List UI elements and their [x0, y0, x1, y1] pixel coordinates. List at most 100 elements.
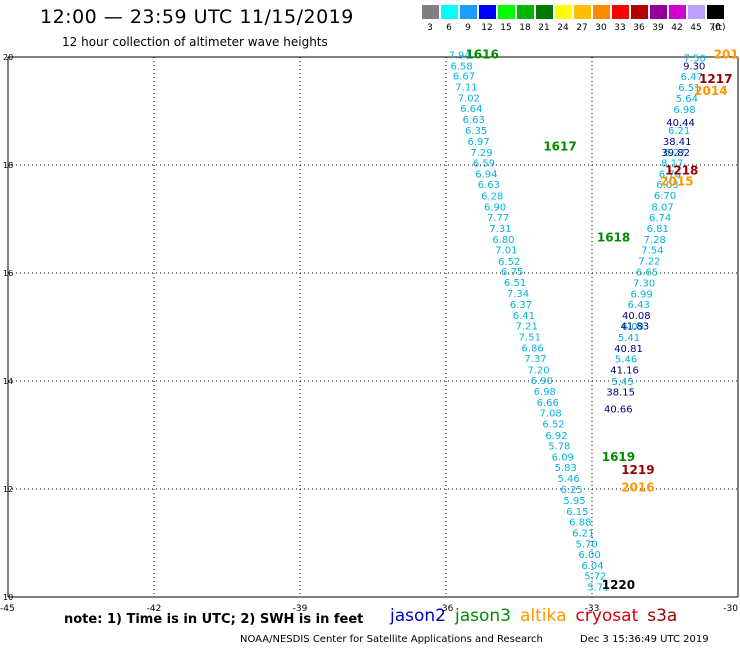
color-scale-swatch	[612, 5, 629, 19]
color-scale-swatch	[422, 5, 439, 19]
data-label-jason3: 6.80	[492, 235, 514, 246]
data-label-jason3: 7.11	[455, 82, 477, 93]
data-label-jason3: 5.71	[587, 583, 609, 594]
data-label-jason3: 7.08	[540, 409, 562, 420]
data-label-jason3: 6.09	[552, 452, 574, 463]
data-marks: 7.946.586.677.117.026.646.636.356.977.29…	[448, 51, 705, 594]
color-scale-swatch	[574, 5, 591, 19]
color-scale-label: 39	[652, 23, 664, 33]
data-label-jason3: 5.83	[555, 463, 577, 474]
data-label-cryosat: 40.44	[666, 118, 695, 129]
data-label-altika: 7.54	[641, 246, 663, 257]
data-label-altika: 5.41	[618, 333, 640, 344]
data-label-jason3: 7.94	[448, 51, 470, 62]
data-label-jason3: 6.41	[513, 311, 535, 322]
track-time-label: 201	[714, 48, 739, 62]
data-label-altika: 6.43	[628, 300, 650, 311]
color-scale-swatch	[460, 5, 477, 19]
x-tick-label: -42	[147, 604, 162, 614]
data-label-cryosat: 40.66	[604, 404, 633, 415]
data-label-altika: 8.17	[661, 159, 683, 170]
color-scale-label: 9	[465, 23, 471, 33]
y-tick-label: 16	[3, 269, 13, 278]
track-time-label: 2014	[694, 84, 727, 98]
data-label-jason3: 6.63	[478, 180, 500, 191]
data-label-jason3: 5.70	[576, 539, 598, 550]
data-label-cryosat: 38.41	[663, 137, 692, 148]
y-tick-label: 10	[3, 593, 13, 602]
footer-credit: NOAA/NESDIS Center for Satellite Applica…	[240, 634, 543, 645]
data-label-jason3: 6.94	[475, 169, 497, 180]
data-label-jason3: 6.37	[510, 300, 532, 311]
color-scale-label: 24	[557, 23, 569, 33]
track-time-label: 1616	[465, 48, 498, 62]
y-tick-label: 12	[3, 485, 13, 494]
y-tick-label: 14	[3, 377, 13, 386]
map-subtitle: 12 hour collection of altimeter wave hei…	[62, 35, 328, 49]
data-label-jason3: 6.59	[473, 159, 495, 170]
color-scale-swatch	[707, 5, 724, 19]
data-label-jason3: 7.34	[507, 289, 529, 300]
color-scale-swatch	[593, 5, 610, 19]
data-label-jason3: 6.52	[542, 419, 564, 430]
data-label-jason3: 6.98	[534, 387, 556, 398]
color-scale-label: 33	[614, 23, 626, 33]
satellite-jason3: jason3	[455, 606, 511, 626]
data-label-altika: 7.50	[684, 53, 706, 64]
data-label-altika: 6.21	[668, 126, 690, 137]
data-label-jason3: 6.86	[521, 343, 543, 354]
data-label-altika: 6.51	[678, 83, 700, 94]
data-label-jason3: 6.52	[498, 257, 520, 268]
color-scale-label: 27	[576, 23, 588, 33]
color-scale-swatch	[631, 5, 648, 19]
color-scale-label: 18	[519, 23, 531, 33]
x-tick-label: -30	[723, 604, 738, 614]
footer-timestamp: Dec 3 15:36:49 UTC 2019	[580, 634, 709, 645]
satellite-jason2: jason2	[390, 606, 446, 626]
color-scale-label: 21	[538, 23, 550, 33]
data-label-jason3: 6.58	[450, 61, 472, 72]
track-time-label: 1618	[597, 231, 630, 245]
data-label-cryosat: 41.16	[610, 365, 639, 376]
data-label-cryosat: 40.08	[622, 311, 651, 322]
color-scale-swatch	[517, 5, 534, 19]
color-scale-label: 70	[709, 23, 721, 33]
track-time-label: 1217	[699, 72, 732, 86]
track-time-label: 1220	[602, 578, 635, 592]
color-scale-label: 12	[481, 23, 493, 33]
data-label-cryosat: 9.30	[683, 61, 705, 72]
data-label-jason3: 5.72	[584, 572, 606, 583]
color-scale-label: 15	[500, 23, 512, 33]
data-label-altika: 6.74	[649, 213, 671, 224]
satellite-legend: jason2 jason3 altika cryosat s3a	[390, 606, 686, 626]
data-label-altika: 8.07	[651, 202, 673, 213]
color-scale-swatch	[688, 5, 705, 19]
track-time-label: 2015	[660, 175, 693, 189]
track-time-label: 2016	[621, 481, 654, 495]
data-label-jason3: 6.00	[578, 550, 600, 561]
data-label-cryosat: 39.82	[661, 148, 690, 159]
data-label-jason3: 6.66	[537, 398, 559, 409]
footer-note: note: 1) Time is in UTC; 2) SWH is in fe…	[64, 612, 364, 627]
data-label-jason3: 6.63	[463, 115, 485, 126]
data-label-jason3: 7.51	[519, 333, 541, 344]
data-label-jason3: 5.95	[563, 496, 585, 507]
data-label-altika: 6.98	[673, 105, 695, 116]
color-scale-label: 45	[690, 23, 702, 33]
y-tick-label: 20	[3, 53, 13, 62]
data-label-altika: 6.03	[656, 180, 678, 191]
data-label-altika: 5.46	[615, 355, 637, 366]
data-label-altika: 6.47	[681, 72, 703, 83]
satellite-cryosat: cryosat	[575, 606, 639, 626]
color-scale-label: 42	[671, 23, 683, 33]
color-scale-swatch	[669, 5, 686, 19]
data-label-jason3: 6.25	[560, 485, 582, 496]
color-scale-swatch	[498, 5, 515, 19]
track-time-label: 1619	[602, 450, 635, 464]
color-scale-label: 36	[633, 23, 645, 33]
data-label-jason3: 6.35	[465, 126, 487, 137]
color-scale-swatch	[555, 5, 572, 19]
